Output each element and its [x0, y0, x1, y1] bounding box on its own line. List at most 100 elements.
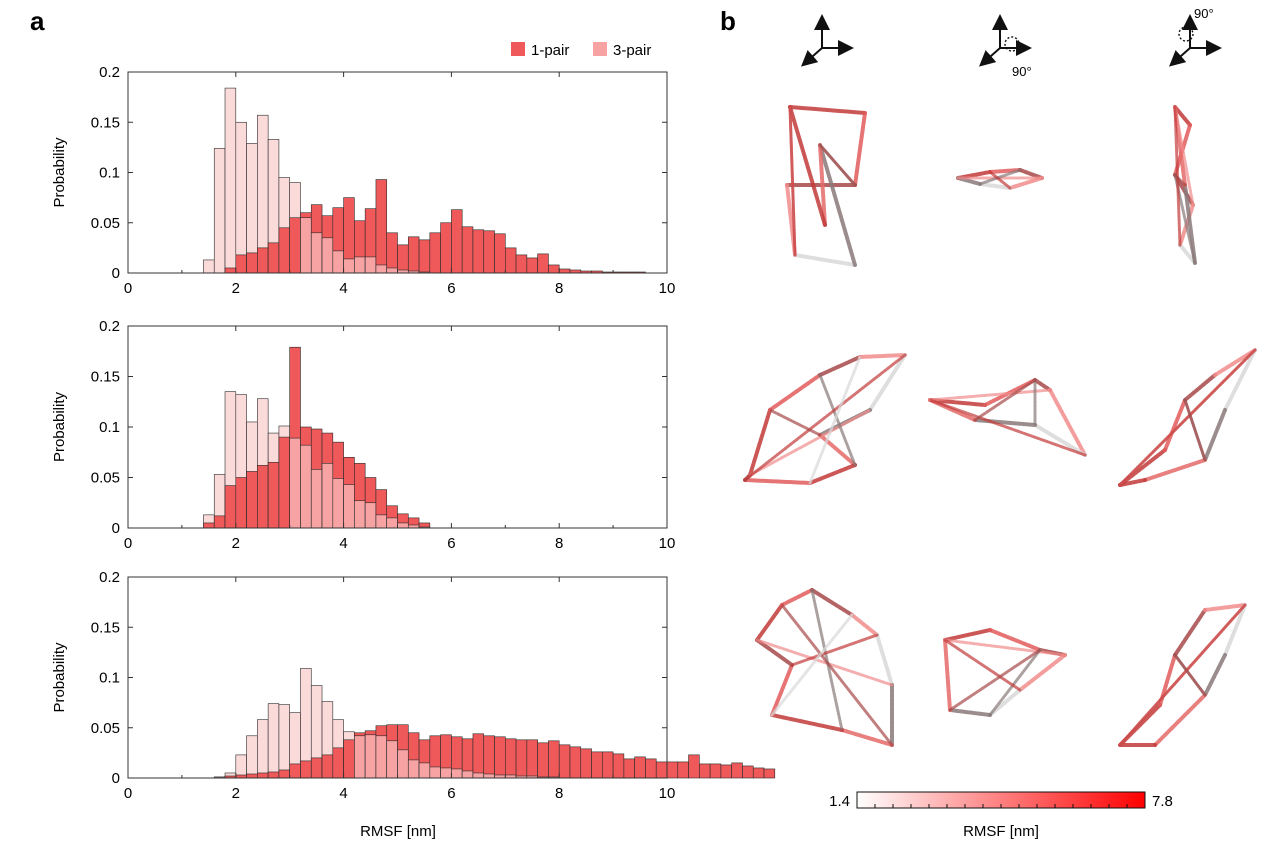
bar-3-pair: [321, 463, 334, 529]
bar-1-pair: [257, 247, 269, 274]
helix-bundle-edge: [1008, 176, 1044, 190]
bar-1-pair: [699, 763, 711, 779]
helix-bundle-edge: [788, 105, 827, 227]
helix-bundle-edge: [743, 478, 812, 485]
bar-3-pair: [483, 773, 495, 779]
bar-1-pair: [397, 244, 409, 274]
helix-bundle-strut: [1183, 398, 1207, 462]
colorbar-label: RMSF [nm]: [963, 823, 1039, 840]
colorbar: 1.4 7.8 RMSF [nm]: [829, 791, 1173, 840]
helix-bundle-edge: [770, 663, 794, 717]
helix-bundle-strut: [743, 353, 907, 482]
x-tick-label: 8: [555, 785, 563, 802]
bar-3-pair: [213, 148, 226, 274]
x-tick-label: 10: [659, 785, 676, 802]
helix-bundle-edge: [943, 628, 992, 642]
bar-3-pair: [343, 484, 355, 529]
helix-bundle-strut: [943, 638, 1067, 657]
view-axes-icon-3: 90°: [1169, 6, 1222, 67]
bar-3-pair: [397, 522, 409, 529]
x-tick-label: 0: [124, 785, 132, 802]
bar-1-pair: [526, 739, 538, 779]
helix-bundle-edge: [858, 353, 907, 359]
helix-bundle-strut: [1173, 653, 1207, 697]
bar-1-pair: [537, 253, 549, 274]
bar-1-pair: [440, 222, 452, 274]
bar-3-pair: [364, 256, 377, 274]
y-tick-label: 0.05: [91, 470, 120, 487]
helix-bundle-edge: [793, 253, 857, 267]
helix-bundle-edge: [818, 143, 827, 227]
y-tick-label: 0.05: [91, 720, 120, 737]
bar-3-pair: [354, 256, 366, 274]
bar-1-pair: [526, 257, 538, 274]
bar-1-pair: [483, 735, 495, 779]
bar-1-pair: [763, 768, 776, 779]
legend-swatch-3-pair: [593, 42, 607, 56]
bar-1-pair: [407, 236, 420, 274]
bar-3-pair: [386, 267, 398, 274]
helix-bundle-edge: [868, 353, 907, 412]
bar-1-pair: [677, 761, 689, 779]
bar-3-pair: [300, 444, 312, 529]
helix-bundle-edge: [1203, 653, 1227, 697]
bar-1-pair: [246, 252, 258, 274]
bar-1-pair: [461, 226, 474, 274]
legend-label-3-pair: 3-pair: [613, 42, 651, 59]
helix-bundle-strut: [1118, 348, 1257, 487]
helix-bundle-edge: [943, 638, 952, 712]
helix-bundle-strut: [808, 355, 862, 485]
bar-3-pair: [429, 766, 441, 779]
y-axis-label: Probability: [51, 642, 68, 713]
helix-bundle-edge: [988, 628, 1042, 652]
helix-bundle-edge: [1178, 243, 1197, 265]
bar-3-pair: [354, 735, 366, 779]
structure-rendering-4: [743, 353, 907, 485]
bar-3-pair: [310, 469, 323, 529]
bar-1-pair: [203, 522, 215, 529]
bar-3-pair: [472, 772, 485, 779]
x-tick-label: 2: [232, 785, 240, 802]
histogram-panel-3: 0 2 4 6 8 10 0 0.05 0.1 0.15 0.2 Probability: [51, 569, 776, 802]
bar-1-pair: [602, 751, 614, 779]
bar-1-pair: [429, 232, 441, 274]
bar-1-pair: [548, 740, 560, 779]
helix-bundle-strut: [948, 648, 1042, 712]
bar-3-pair: [451, 768, 463, 779]
colorbar-min-label: 1.4: [829, 793, 850, 810]
helix-bundle-edge: [1203, 603, 1247, 612]
helix-bundle-strut: [790, 633, 879, 667]
helix-bundle-edge: [1173, 105, 1192, 127]
legend: 1-pair 3-pair: [511, 42, 651, 59]
helix-bundle-strut: [1173, 173, 1187, 187]
helix-bundle-strut: [988, 170, 1012, 190]
bar-3-pair: [203, 259, 215, 274]
rotation-icon: [1004, 36, 1020, 52]
bar-1-pair: [569, 746, 582, 779]
bar-1-pair: [267, 462, 280, 529]
bar-1-pair: [289, 763, 301, 779]
bar-1-pair: [257, 772, 269, 779]
helix-bundle-strut: [928, 388, 1052, 402]
helix-bundle-edge: [978, 182, 1012, 190]
x-tick-label: 10: [659, 535, 676, 552]
bar-1-pair: [666, 761, 679, 779]
bar-1-pair: [494, 736, 506, 779]
panel-b-label: b: [720, 6, 736, 36]
bar-1-pair: [504, 738, 517, 779]
helix-bundle-edge: [1213, 348, 1257, 377]
helix-bundle-edge: [1118, 478, 1147, 487]
y-tick-label: 0.15: [91, 114, 120, 131]
helix-bundle-edge: [853, 111, 867, 187]
bar-1-pair: [321, 754, 334, 779]
x-tick-label: 4: [339, 535, 347, 552]
x-tick-label: 10: [659, 280, 676, 297]
helix-bundle-strut: [755, 638, 894, 687]
view-2-rotation-label: 90°: [1012, 64, 1032, 79]
colorbar-ticks: [874, 804, 1128, 808]
y-tick-label: 0.15: [91, 369, 120, 386]
y-tick-label: 0: [112, 265, 120, 282]
y-tick-label: 0.2: [99, 318, 120, 335]
histogram-panel-1: 0 2 4 6 8 10 0 0.05 0.1 0.15 0.2 Probability: [51, 64, 675, 297]
bar-1-pair: [224, 485, 237, 529]
